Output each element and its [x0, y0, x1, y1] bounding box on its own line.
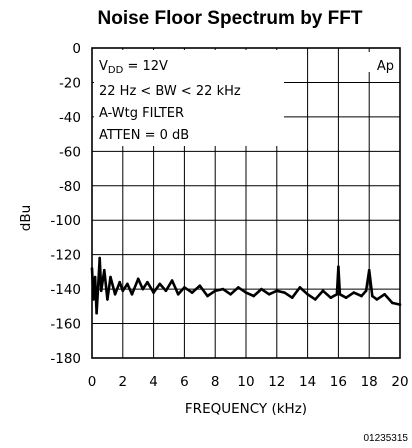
data-point — [190, 291, 194, 294]
data-point — [176, 293, 180, 296]
data-point — [237, 286, 240, 289]
x-tick-label: 8 — [211, 374, 220, 390]
y-tick-label: -140 — [50, 282, 81, 298]
data-point — [221, 287, 225, 291]
data-point — [252, 294, 255, 298]
y-tick-label: -80 — [59, 179, 81, 195]
data-point — [164, 289, 168, 293]
series-group — [90, 256, 402, 315]
y-axis-ticks: 0 -20 -40 -60 -80 -100 -120 -140 -160 -180 — [50, 41, 81, 367]
y-tick-label: -100 — [50, 213, 81, 229]
data-point — [398, 303, 402, 306]
data-point — [93, 275, 97, 279]
data-point — [338, 293, 342, 296]
data-point — [290, 296, 294, 300]
data-point — [152, 291, 155, 294]
data-point — [375, 298, 379, 301]
data-point — [335, 293, 339, 296]
filter-annotation: A-Wtg FILTER — [99, 106, 184, 121]
x-tick-label: 18 — [361, 374, 378, 390]
y-tick-label: -160 — [50, 317, 81, 333]
data-point — [92, 298, 95, 301]
data-point — [170, 279, 174, 282]
data-point — [364, 289, 368, 293]
data-point — [321, 289, 325, 293]
data-point — [352, 291, 356, 294]
bandwidth-annotation: 22 Hz < BW < 22 kHz — [99, 84, 241, 99]
x-axis-label: FREQUENCY (kHz) — [185, 401, 307, 417]
data-point — [213, 289, 217, 293]
y-tick-label: -180 — [50, 351, 81, 367]
data-point — [146, 280, 149, 284]
data-point — [98, 256, 101, 260]
data-point — [283, 291, 286, 294]
data-point — [95, 311, 98, 315]
vdd-prefix: V — [99, 59, 108, 74]
data-point — [367, 268, 371, 272]
data-point — [206, 294, 209, 298]
data-point — [109, 275, 112, 279]
data-point — [383, 293, 386, 296]
data-point — [126, 282, 129, 286]
data-point — [244, 291, 248, 294]
data-point — [360, 294, 363, 298]
data-point — [391, 301, 394, 305]
data-point — [90, 267, 94, 270]
x-tick-label: 0 — [88, 374, 97, 390]
data-point — [136, 277, 140, 281]
x-tick-label: 12 — [268, 374, 285, 390]
data-point — [344, 296, 348, 300]
data-point — [337, 265, 340, 269]
ap-mark: Ap — [377, 59, 394, 74]
x-tick-label: 2 — [119, 374, 128, 390]
atten-annotation: ATTEN = 0 dB — [99, 128, 189, 143]
vdd-subscript: DD — [108, 65, 124, 76]
data-point — [106, 298, 109, 301]
data-point — [306, 293, 309, 296]
x-tick-label: 16 — [330, 374, 347, 390]
data-point — [158, 282, 162, 286]
y-tick-label: -60 — [59, 144, 81, 160]
x-tick-label: 20 — [391, 374, 408, 390]
data-point — [141, 287, 145, 291]
ap-mark-box — [366, 52, 398, 72]
plot-frame — [91, 47, 401, 359]
data-point — [260, 287, 263, 291]
data-point — [96, 284, 100, 288]
y-axis-label: dBu — [18, 205, 34, 231]
x-tick-label: 10 — [237, 374, 254, 390]
vdd-annotation: VDD = 12V — [99, 59, 168, 76]
y-tick-label: 0 — [72, 41, 81, 57]
data-point — [314, 298, 317, 301]
chart-title: Noise Floor Spectrum by FFT — [98, 8, 363, 29]
data-point — [298, 286, 302, 289]
x-axis-ticks: 0 2 4 6 8 10 12 14 16 18 20 — [88, 374, 409, 390]
y-tick-label: -120 — [50, 248, 81, 264]
data-point — [118, 280, 121, 284]
vdd-value: = 12V — [123, 59, 168, 74]
y-tick-label: -40 — [59, 110, 81, 126]
data-point — [267, 293, 271, 296]
data-point — [229, 293, 232, 296]
data-point — [99, 289, 103, 293]
data-point — [103, 268, 106, 272]
data-point — [183, 286, 186, 289]
x-tick-label: 4 — [149, 374, 158, 390]
x-tick-label: 14 — [299, 374, 316, 390]
data-point — [198, 284, 202, 288]
data-point — [329, 296, 333, 300]
data-point — [121, 289, 125, 293]
annotation-box — [94, 50, 284, 146]
x-tick-label: 6 — [180, 374, 189, 390]
y-tick-label: -20 — [59, 75, 81, 91]
data-point — [113, 293, 117, 296]
data-point — [130, 293, 134, 296]
data-point — [371, 294, 374, 298]
figure-id: 01235315 — [364, 433, 409, 444]
data-point — [275, 289, 279, 293]
